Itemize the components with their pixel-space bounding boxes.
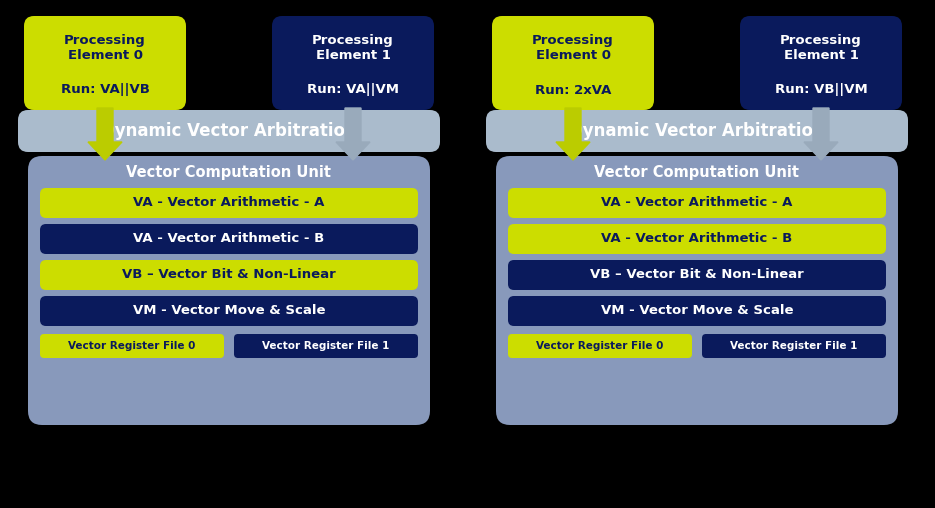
FancyBboxPatch shape (40, 260, 418, 290)
FancyBboxPatch shape (18, 110, 440, 152)
FancyBboxPatch shape (508, 188, 886, 218)
FancyBboxPatch shape (40, 334, 224, 358)
FancyBboxPatch shape (702, 334, 886, 358)
Text: VM - Vector Move & Scale: VM - Vector Move & Scale (601, 304, 793, 318)
Text: Dynamic Vector Arbitration: Dynamic Vector Arbitration (569, 122, 825, 140)
Text: Processing
Element 0: Processing Element 0 (65, 34, 146, 62)
Text: VA - Vector Arithmetic - B: VA - Vector Arithmetic - B (134, 233, 324, 245)
Polygon shape (336, 108, 370, 160)
Polygon shape (804, 108, 838, 160)
Text: Run: VA||VB: Run: VA||VB (61, 83, 150, 97)
Text: Dynamic Vector Arbitration: Dynamic Vector Arbitration (101, 122, 357, 140)
FancyBboxPatch shape (28, 156, 430, 425)
Text: VM - Vector Move & Scale: VM - Vector Move & Scale (133, 304, 325, 318)
FancyBboxPatch shape (492, 16, 654, 110)
Text: Vector Register File 0: Vector Register File 0 (537, 341, 664, 351)
Text: VA - Vector Arithmetic - A: VA - Vector Arithmetic - A (601, 197, 793, 209)
FancyBboxPatch shape (24, 16, 186, 110)
Text: Vector Register File 1: Vector Register File 1 (263, 341, 390, 351)
FancyBboxPatch shape (508, 296, 886, 326)
Text: Vector Computation Unit: Vector Computation Unit (126, 165, 332, 179)
FancyBboxPatch shape (486, 110, 908, 152)
Text: Processing
Element 1: Processing Element 1 (780, 34, 862, 62)
FancyBboxPatch shape (272, 16, 434, 110)
Text: Vector Computation Unit: Vector Computation Unit (595, 165, 799, 179)
FancyBboxPatch shape (234, 334, 418, 358)
FancyBboxPatch shape (496, 156, 898, 425)
Text: Processing
Element 1: Processing Element 1 (312, 34, 394, 62)
Polygon shape (88, 108, 122, 160)
FancyBboxPatch shape (508, 260, 886, 290)
Text: VA - Vector Arithmetic - B: VA - Vector Arithmetic - B (601, 233, 793, 245)
Text: VA - Vector Arithmetic - A: VA - Vector Arithmetic - A (134, 197, 324, 209)
FancyBboxPatch shape (40, 296, 418, 326)
FancyBboxPatch shape (40, 224, 418, 254)
FancyBboxPatch shape (508, 224, 886, 254)
Text: Run: VA||VM: Run: VA||VM (307, 83, 399, 97)
Text: VB – Vector Bit & Non-Linear: VB – Vector Bit & Non-Linear (122, 269, 336, 281)
Text: Vector Register File 0: Vector Register File 0 (68, 341, 195, 351)
Text: Run: 2xVA: Run: 2xVA (535, 83, 611, 97)
FancyBboxPatch shape (40, 188, 418, 218)
FancyBboxPatch shape (740, 16, 902, 110)
Text: VB – Vector Bit & Non-Linear: VB – Vector Bit & Non-Linear (590, 269, 804, 281)
Text: Processing
Element 0: Processing Element 0 (532, 34, 614, 62)
Text: Run: VB||VM: Run: VB||VM (774, 83, 868, 97)
Text: Vector Register File 1: Vector Register File 1 (730, 341, 857, 351)
Polygon shape (556, 108, 590, 160)
FancyBboxPatch shape (508, 334, 692, 358)
